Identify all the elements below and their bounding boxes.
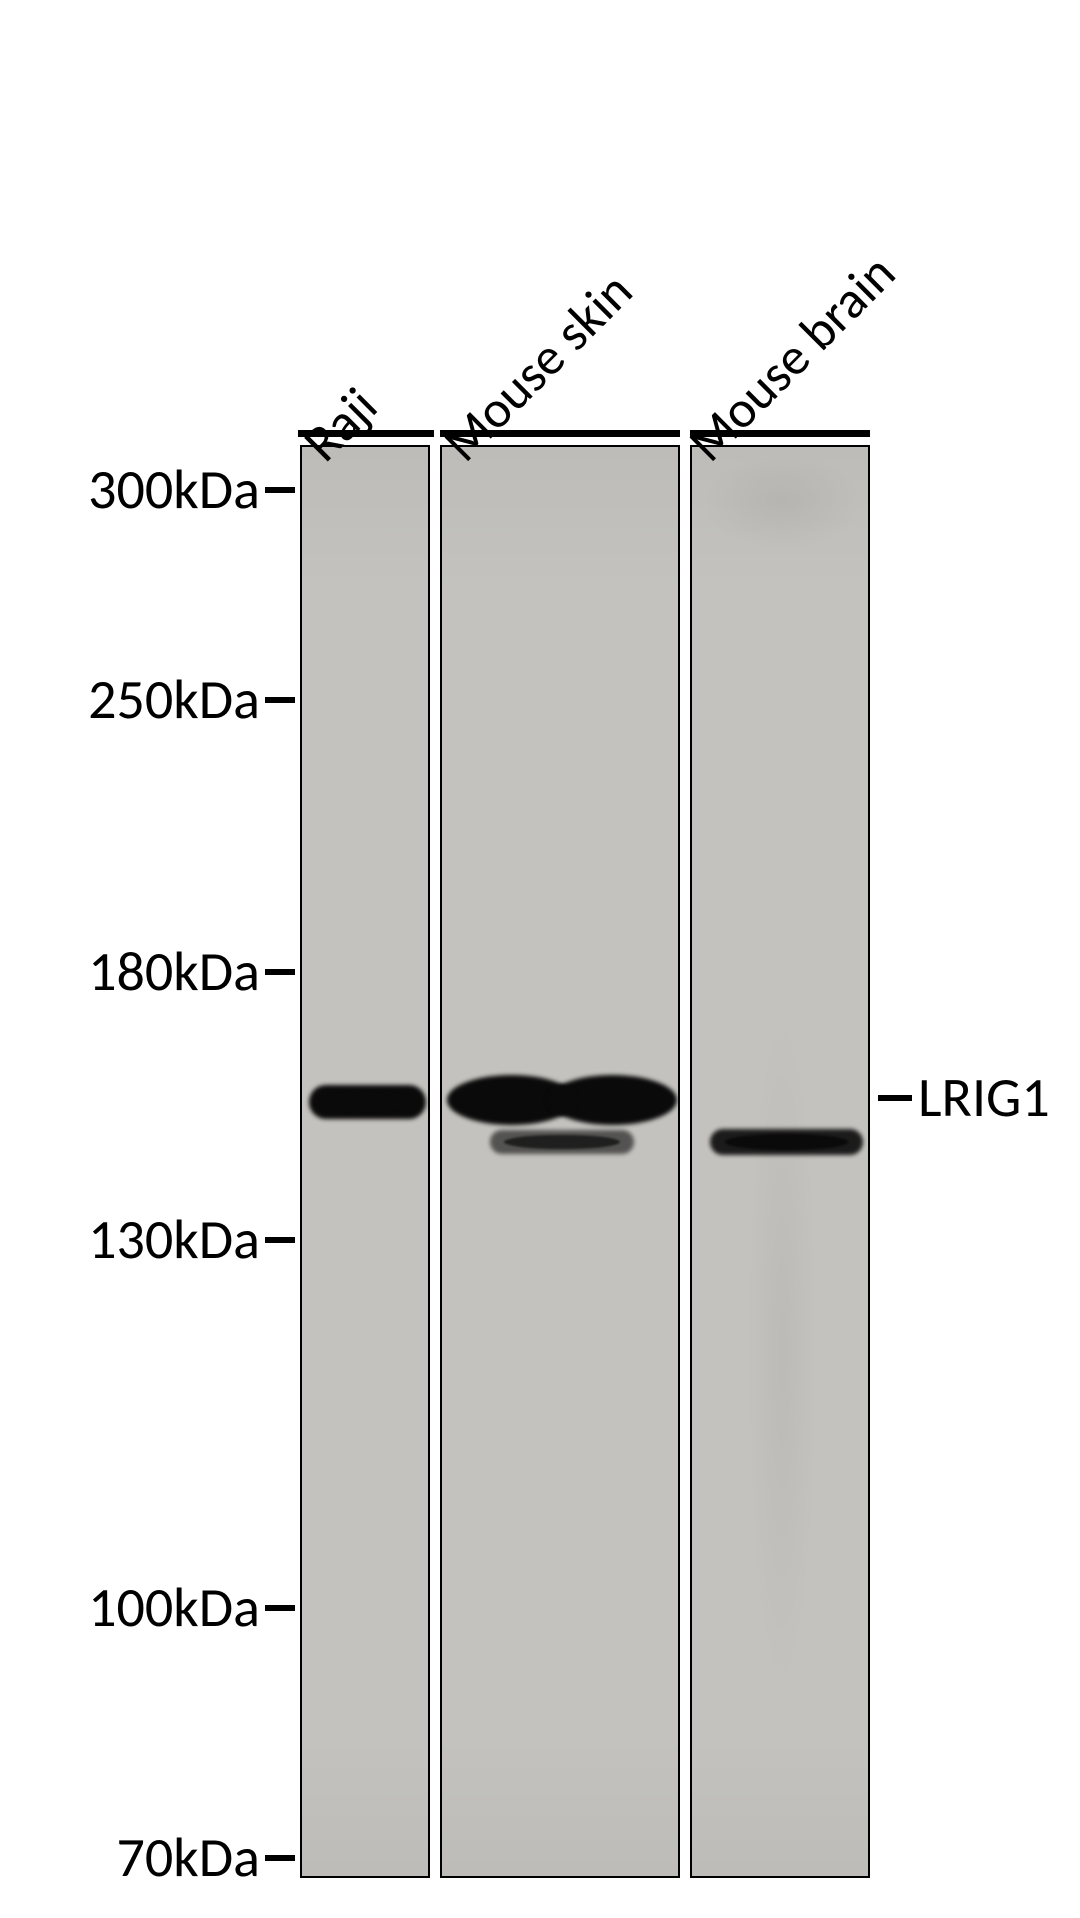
- lane-raji: [300, 445, 430, 1878]
- ladder-label: 250kDa: [0, 666, 260, 734]
- streak: [746, 1002, 818, 1702]
- ladder-tick: [265, 487, 295, 493]
- protein-tick: [878, 1095, 912, 1101]
- ladder-tick: [265, 697, 295, 703]
- western-blot-figure: RajiMouse skinMouse brain300kDa250kDa180…: [0, 0, 1080, 1918]
- ladder-label: 130kDa: [0, 1206, 260, 1274]
- lane-mskin: [440, 445, 680, 1878]
- ladder-label: 300kDa: [0, 456, 260, 524]
- ladder-tick: [265, 1605, 295, 1611]
- ladder-tick: [265, 1237, 295, 1243]
- ladder-label: 70kDa: [0, 1824, 260, 1892]
- lane-label-mskin: Mouse skin: [430, 259, 645, 474]
- ladder-label: 180kDa: [0, 938, 260, 1006]
- ladder-label: 100kDa: [0, 1574, 260, 1642]
- ladder-tick: [265, 969, 295, 975]
- lane-mbrain: [690, 445, 870, 1878]
- band: [548, 1086, 576, 1114]
- lane-label-mbrain: Mouse brain: [675, 241, 908, 474]
- ladder-tick: [265, 1855, 295, 1861]
- protein-label: LRIG1: [918, 1064, 1050, 1132]
